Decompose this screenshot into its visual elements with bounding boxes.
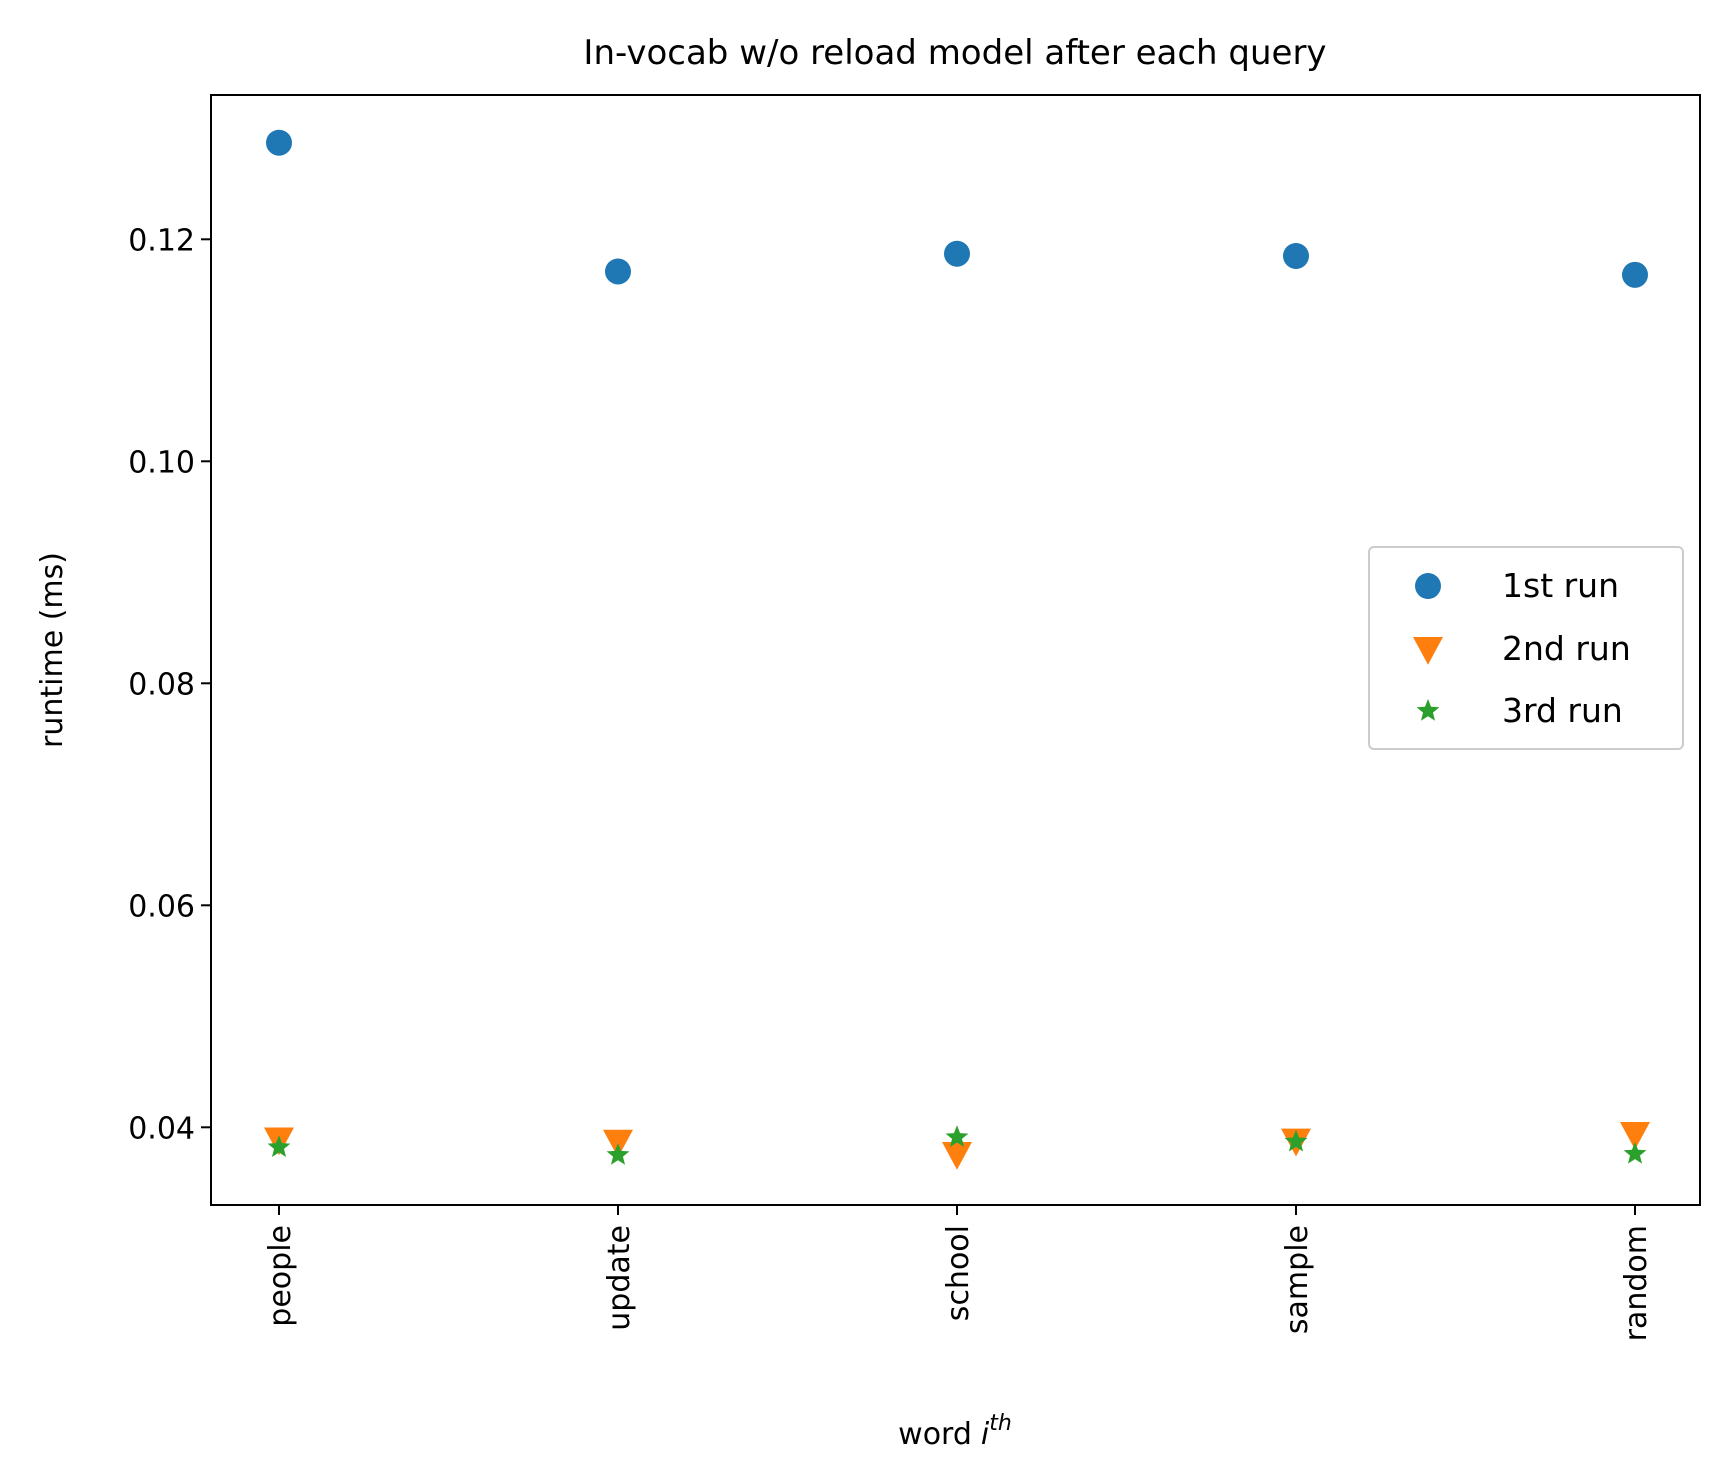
x-tick-label: school (941, 1225, 976, 1321)
y-tick-label: 0.12 (128, 223, 195, 258)
data-point-series-3 (1284, 1129, 1308, 1152)
data-point-series-1 (266, 129, 292, 156)
data-point-series-2 (942, 1141, 972, 1170)
legend-label-3: 3rd run (1502, 691, 1623, 730)
y-axis: 0.04 0.06 0.08 0.10 0.12 (128, 223, 211, 1146)
data-points (264, 129, 1650, 1170)
data-point-series-2 (1620, 1121, 1650, 1150)
x-tick-label: random (1619, 1225, 1654, 1341)
legend: 1st run 2nd run 3rd run (1368, 546, 1684, 750)
x-tick-label: people (263, 1225, 298, 1327)
y-tick-label: 0.10 (128, 445, 195, 480)
plot-frame (210, 94, 1701, 1206)
x-tick-label: update (602, 1225, 637, 1331)
chart-title: In-vocab w/o reload model after each que… (583, 33, 1326, 73)
x-axis-label: word ith (898, 1411, 1012, 1452)
y-tick-label: 0.04 (128, 1111, 195, 1146)
data-point-series-1 (1622, 261, 1648, 288)
legend-marker-1 (1415, 573, 1441, 599)
legend-label-2: 2nd run (1502, 629, 1631, 668)
legend-label-1: 1st run (1502, 566, 1619, 605)
data-point-series-3 (1623, 1141, 1647, 1164)
data-point-series-3 (267, 1135, 291, 1157)
data-point-series-1 (1283, 242, 1309, 269)
data-point-series-1 (944, 240, 970, 267)
legend-marker-3 (1416, 699, 1440, 721)
y-tick-label: 0.06 (128, 889, 195, 924)
x-tick-label: sample (1280, 1225, 1315, 1334)
data-point-series-3 (945, 1125, 969, 1147)
data-point-series-3 (606, 1143, 630, 1165)
y-axis-label: runtime (ms) (35, 552, 70, 748)
legend-marker-2 (1413, 637, 1443, 665)
x-axis: people update school sample random (263, 1205, 1654, 1341)
legend-frame (1368, 546, 1684, 750)
y-tick-label: 0.08 (128, 667, 195, 702)
data-point-series-1 (605, 258, 631, 285)
